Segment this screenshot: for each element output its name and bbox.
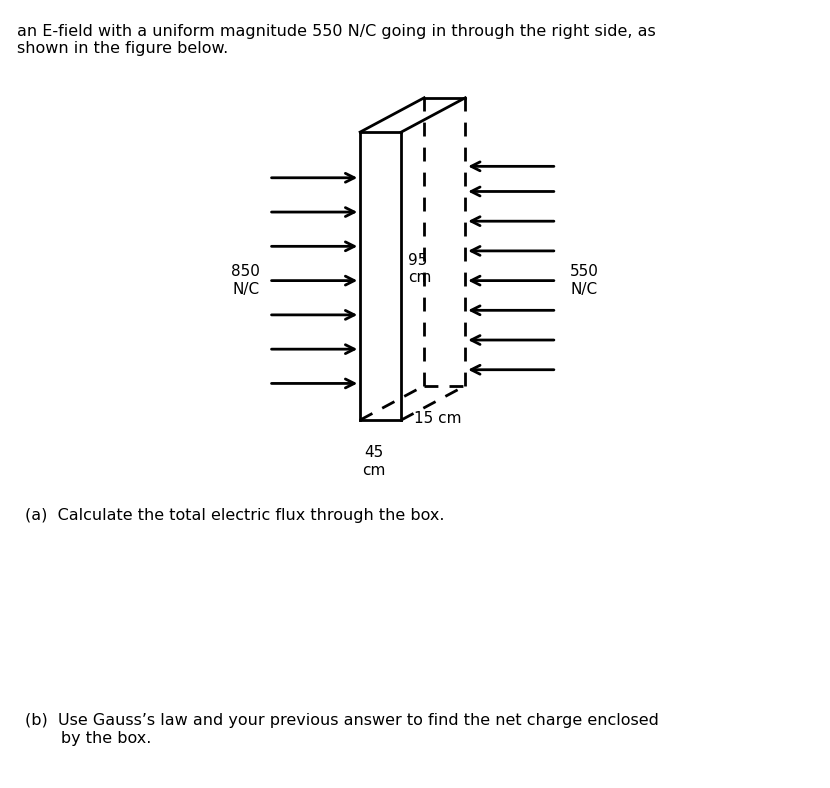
Text: 550
N/C: 550 N/C: [569, 265, 598, 297]
Text: (a)  Calculate the total electric flux through the box.: (a) Calculate the total electric flux th…: [25, 508, 444, 523]
Text: 95
cm: 95 cm: [408, 253, 432, 285]
Text: 45
cm: 45 cm: [362, 445, 386, 478]
Text: 15 cm: 15 cm: [414, 411, 461, 426]
Text: an E-field with a uniform magnitude 550 N/C going in through the right side, as
: an E-field with a uniform magnitude 550 …: [17, 24, 656, 56]
Text: 850
N/C: 850 N/C: [232, 265, 261, 297]
Text: (b)  Use Gauss’s law and your previous answer to find the net charge enclosed
  : (b) Use Gauss’s law and your previous an…: [25, 713, 659, 745]
